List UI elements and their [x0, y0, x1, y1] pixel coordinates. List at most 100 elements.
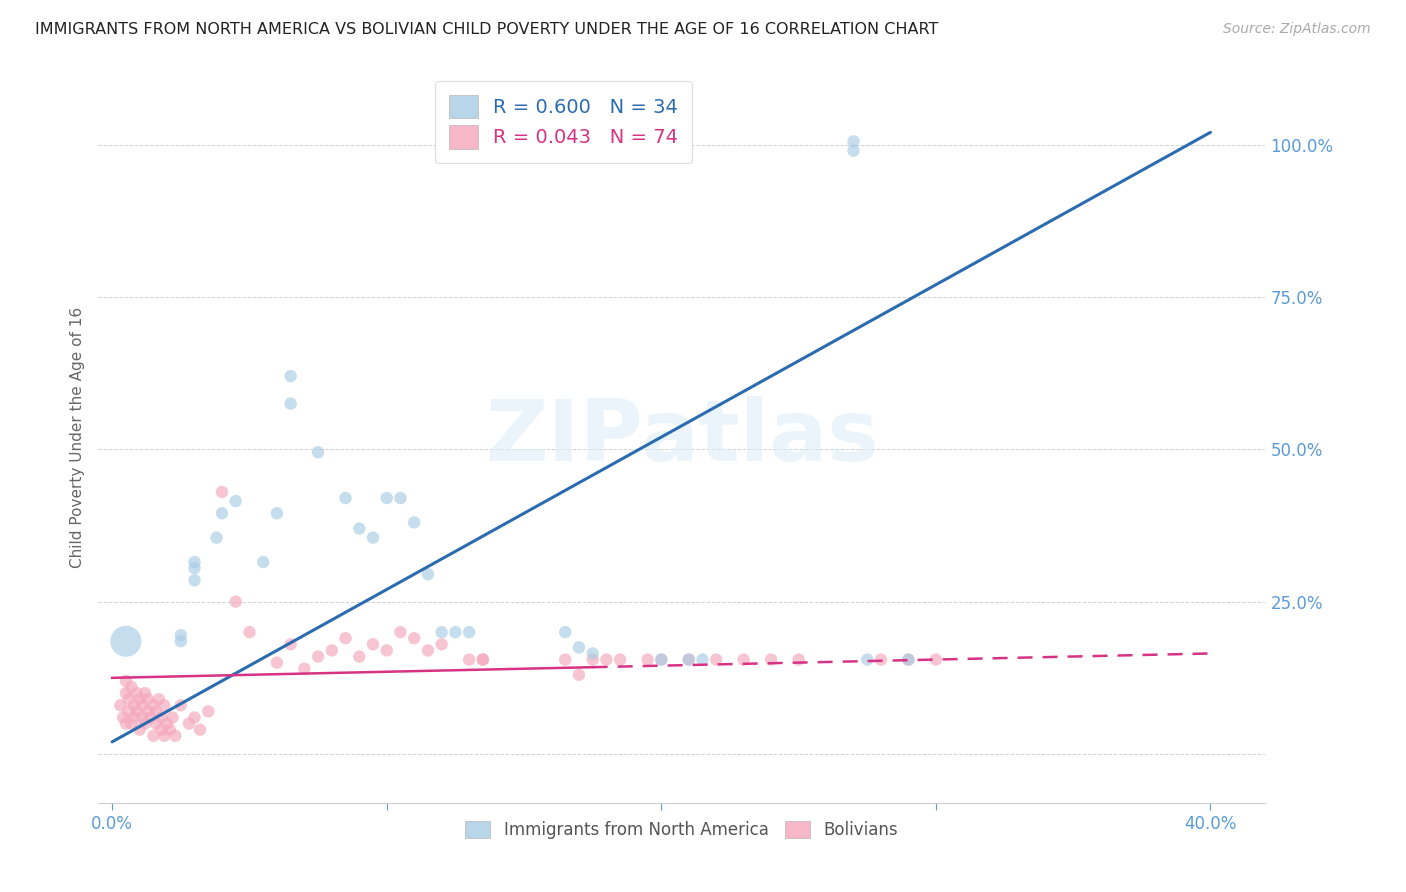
- Point: [162, 710, 184, 724]
- Point: [787, 652, 810, 666]
- Point: [142, 729, 165, 743]
- Point: [211, 485, 233, 500]
- Point: [582, 647, 605, 661]
- Point: [375, 643, 398, 657]
- Point: [416, 567, 439, 582]
- Point: [870, 652, 893, 666]
- Point: [139, 710, 162, 724]
- Point: [733, 652, 755, 666]
- Point: [225, 494, 247, 508]
- Point: [842, 144, 865, 158]
- Point: [165, 729, 187, 743]
- Point: [416, 643, 439, 657]
- Point: [280, 637, 302, 651]
- Point: [145, 705, 167, 719]
- Point: [678, 652, 700, 666]
- Point: [430, 637, 453, 651]
- Point: [225, 594, 247, 608]
- Point: [568, 667, 591, 681]
- Point: [389, 491, 412, 505]
- Text: Source: ZipAtlas.com: Source: ZipAtlas.com: [1223, 22, 1371, 37]
- Point: [150, 723, 173, 737]
- Point: [650, 652, 672, 666]
- Point: [595, 652, 617, 666]
- Point: [292, 662, 315, 676]
- Point: [321, 643, 343, 657]
- Point: [170, 698, 193, 713]
- Point: [307, 445, 329, 459]
- Point: [238, 625, 260, 640]
- Point: [349, 521, 371, 535]
- Point: [128, 723, 150, 737]
- Point: [842, 135, 865, 149]
- Point: [134, 716, 156, 731]
- Point: [117, 692, 139, 706]
- Point: [280, 369, 302, 384]
- Point: [471, 652, 494, 666]
- Point: [136, 692, 159, 706]
- Point: [188, 723, 211, 737]
- Point: [153, 698, 176, 713]
- Point: [183, 561, 205, 575]
- Point: [156, 716, 179, 731]
- Point: [131, 710, 153, 724]
- Y-axis label: Child Poverty Under the Age of 16: Child Poverty Under the Age of 16: [69, 307, 84, 567]
- Point: [183, 574, 205, 588]
- Point: [349, 649, 371, 664]
- Point: [582, 652, 605, 666]
- Point: [205, 531, 228, 545]
- Point: [568, 640, 591, 655]
- Point: [280, 396, 302, 410]
- Point: [170, 628, 193, 642]
- Point: [554, 625, 576, 640]
- Point: [159, 723, 181, 737]
- Point: [211, 506, 233, 520]
- Point: [650, 652, 672, 666]
- Point: [115, 686, 138, 700]
- Point: [678, 652, 700, 666]
- Point: [117, 705, 139, 719]
- Point: [856, 652, 879, 666]
- Point: [925, 652, 948, 666]
- Point: [458, 625, 481, 640]
- Point: [335, 491, 357, 505]
- Point: [115, 716, 138, 731]
- Point: [444, 625, 467, 640]
- Point: [897, 652, 920, 666]
- Point: [692, 652, 714, 666]
- Point: [183, 555, 205, 569]
- Point: [335, 632, 357, 646]
- Point: [183, 710, 205, 724]
- Point: [637, 652, 659, 666]
- Point: [404, 516, 426, 530]
- Point: [458, 652, 481, 666]
- Point: [170, 634, 193, 648]
- Point: [554, 652, 576, 666]
- Point: [125, 705, 148, 719]
- Point: [609, 652, 631, 666]
- Point: [122, 698, 145, 713]
- Point: [252, 555, 274, 569]
- Point: [120, 716, 142, 731]
- Point: [136, 705, 159, 719]
- Point: [361, 637, 384, 651]
- Point: [115, 634, 138, 648]
- Point: [134, 686, 156, 700]
- Point: [897, 652, 920, 666]
- Point: [375, 491, 398, 505]
- Point: [197, 705, 219, 719]
- Point: [148, 692, 170, 706]
- Point: [122, 710, 145, 724]
- Legend: Immigrants from North America, Bolivians: Immigrants from North America, Bolivians: [458, 814, 905, 846]
- Point: [112, 710, 135, 724]
- Point: [125, 686, 148, 700]
- Point: [131, 698, 153, 713]
- Point: [110, 698, 132, 713]
- Point: [704, 652, 727, 666]
- Point: [150, 710, 173, 724]
- Text: ZIPatlas: ZIPatlas: [485, 395, 879, 479]
- Point: [266, 656, 288, 670]
- Point: [120, 680, 142, 694]
- Point: [153, 729, 176, 743]
- Point: [430, 625, 453, 640]
